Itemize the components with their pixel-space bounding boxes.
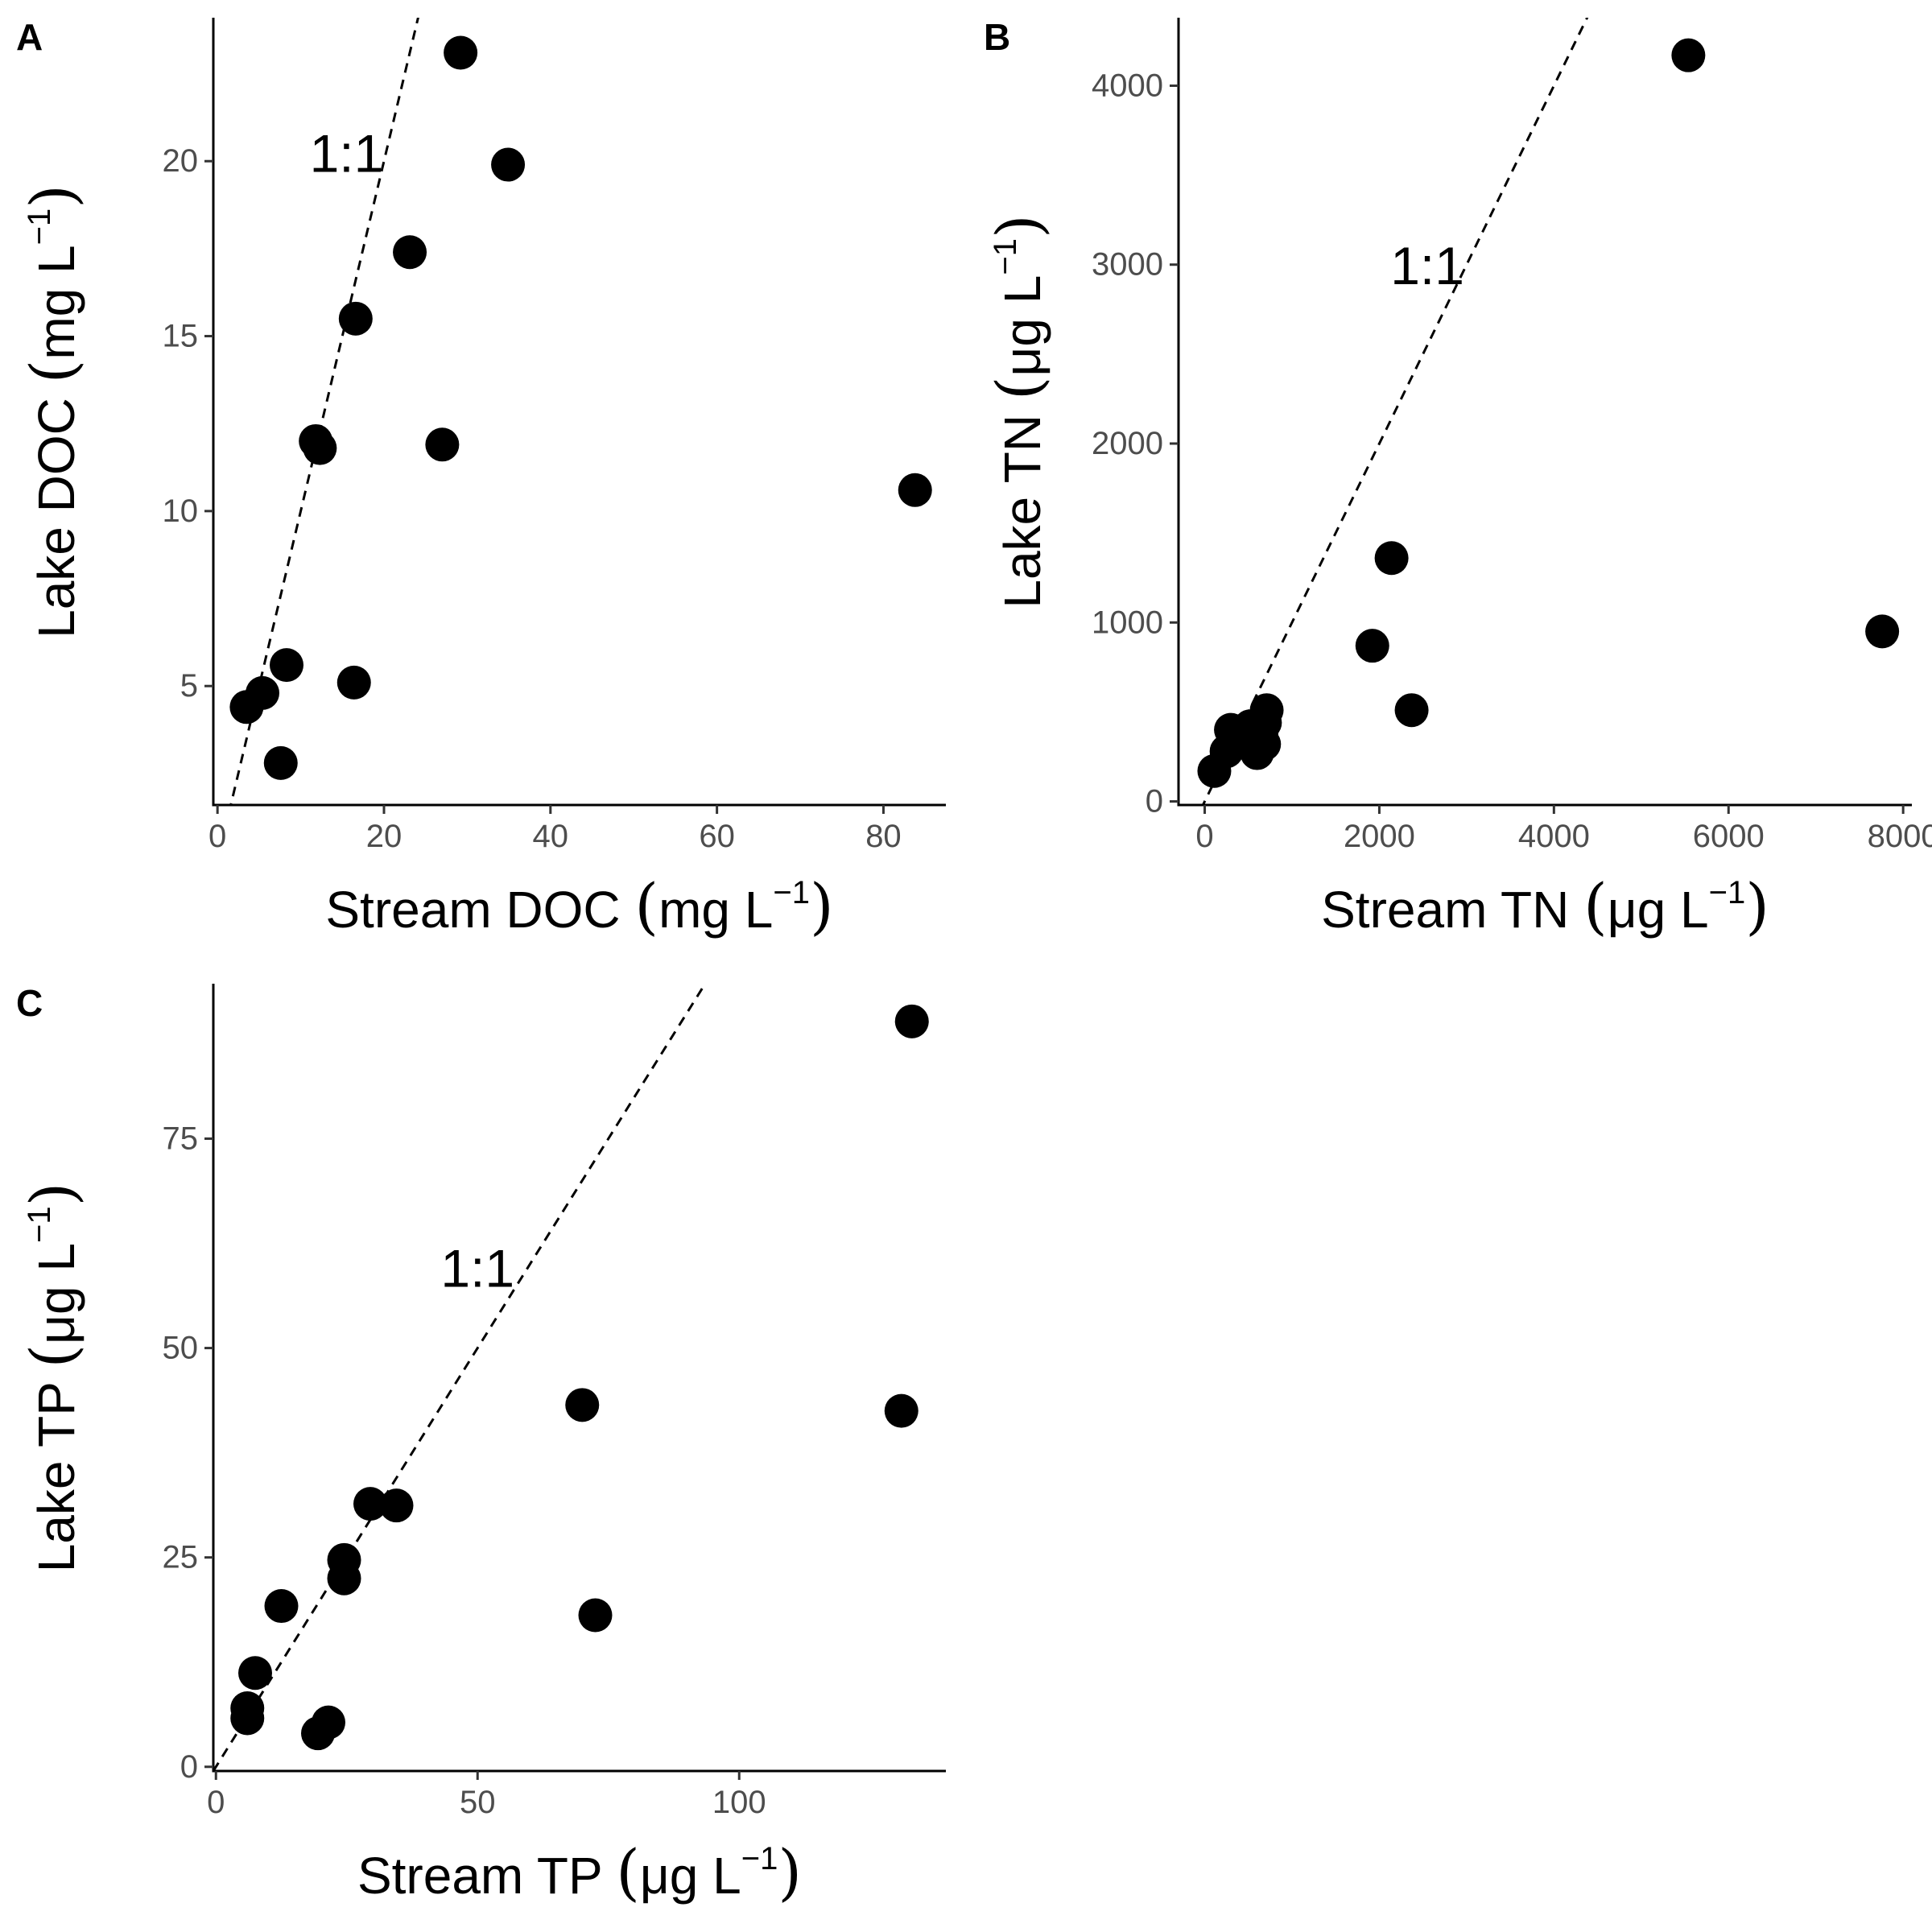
data-point [578, 1598, 613, 1633]
y-tick-label: 75 [163, 1121, 199, 1156]
y-tick-label: 5 [180, 668, 198, 704]
data-point [238, 1656, 272, 1690]
x-tick-label: 6000 [1693, 819, 1765, 854]
x-tick-label: 40 [533, 819, 569, 854]
x-tick-label: 2000 [1344, 819, 1415, 854]
y-axis-title: Lake TN (μg L−1) [983, 214, 1055, 608]
reference-line-1-1 [213, 984, 707, 1771]
y-tick-label: 0 [180, 1749, 198, 1785]
reference-line-label: 1:1 [440, 1238, 514, 1298]
data-point [303, 431, 337, 465]
data-point [264, 1589, 299, 1624]
y-tick-label: 3000 [1092, 247, 1163, 283]
data-point [1374, 541, 1409, 576]
y-tick-label: 2000 [1092, 426, 1163, 461]
data-point [1394, 693, 1429, 728]
x-tick-label: 60 [699, 819, 735, 854]
data-point [246, 675, 280, 710]
data-point [230, 1701, 265, 1736]
reference-line-label: 1:1 [1390, 236, 1464, 295]
x-tick-label: 0 [207, 1785, 225, 1820]
data-point [270, 648, 303, 683]
data-point [263, 745, 298, 780]
x-tick-label: 100 [712, 1785, 766, 1820]
panel-label: B [984, 16, 1010, 58]
y-tick-label: 50 [163, 1331, 199, 1366]
data-point [312, 1705, 345, 1740]
data-point [353, 1487, 387, 1521]
data-point [898, 473, 932, 507]
panel-label: A [16, 16, 43, 58]
data-point [327, 1561, 361, 1596]
y-tick-label: 25 [163, 1540, 199, 1575]
panel-b: 1:1 0 2000 4000 6000 8000 0 1000 2000 3000 4000 Str… [983, 16, 1932, 942]
data-point [336, 665, 371, 700]
data-point [444, 35, 478, 70]
x-axis-title: Stream DOC (mg L−1) [325, 870, 833, 942]
x-axis-title: Stream TP (μg L−1) [357, 1836, 802, 1908]
x-axis-title: Stream TN (μg L−1) [1321, 870, 1769, 942]
reference-line-1-1 [1201, 18, 1589, 805]
panel-a: 1:1 0 20 40 60 80 5 10 15 20 Stream DOC (mg L−1) La… [16, 16, 946, 942]
data-point [393, 235, 427, 270]
x-tick-label: 50 [460, 1785, 496, 1820]
x-tick-label: 0 [1195, 819, 1213, 854]
y-axis-title: Lake DOC (mg L−1) [17, 184, 89, 638]
data-point [884, 1393, 919, 1428]
y-tick-label: 20 [163, 143, 199, 179]
data-point [565, 1388, 600, 1422]
y-tick-label: 4000 [1092, 68, 1163, 103]
panel-c: 1:1 0 50 100 0 25 50 75 Stream TP (μg L−1) Lake T… [16, 982, 946, 1908]
data-point [1249, 693, 1284, 728]
reference-line-1-1 [229, 18, 419, 805]
x-tick-label: 80 [865, 819, 902, 854]
y-tick-label: 15 [163, 319, 199, 354]
panel-label: C [16, 982, 43, 1024]
data-point [894, 1004, 929, 1038]
y-axis-title: Lake TP (μg L−1) [17, 1183, 89, 1573]
x-tick-label: 4000 [1518, 819, 1590, 854]
x-tick-label: 8000 [1868, 819, 1932, 854]
y-tick-label: 10 [163, 493, 199, 529]
y-tick-label: 0 [1146, 784, 1163, 819]
x-tick-label: 20 [366, 819, 402, 854]
data-point [491, 147, 526, 182]
data-point [338, 301, 373, 336]
x-tick-label: 0 [208, 819, 226, 854]
data-point [379, 1488, 414, 1523]
data-point [425, 427, 460, 462]
reference-line-label: 1:1 [310, 123, 384, 183]
data-point [1671, 38, 1706, 72]
data-point [1865, 614, 1900, 649]
data-point [1355, 629, 1389, 663]
y-tick-label: 1000 [1092, 605, 1163, 640]
